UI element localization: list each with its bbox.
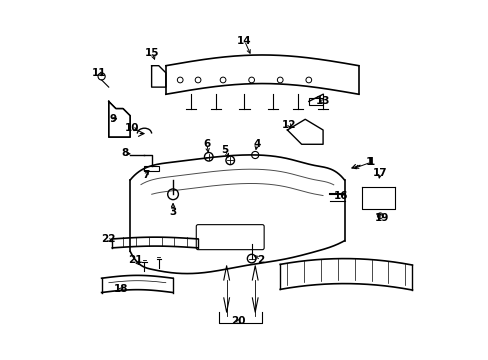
Text: 5: 5 [221,145,228,155]
Text: 17: 17 [372,168,387,178]
Text: 20: 20 [231,316,245,326]
Text: 2: 2 [256,255,264,265]
Text: 8: 8 [121,148,128,158]
FancyBboxPatch shape [196,225,264,249]
Text: 19: 19 [374,212,388,222]
Text: 11: 11 [91,68,106,78]
Text: 10: 10 [124,123,139,133]
Polygon shape [108,102,130,137]
Text: 12: 12 [281,120,296,130]
Text: 22: 22 [101,234,115,244]
Text: 9: 9 [109,114,116,124]
Text: 14: 14 [237,36,251,46]
Text: 21: 21 [128,255,142,265]
Text: 18: 18 [114,284,128,294]
Text: 6: 6 [203,139,210,149]
Text: 16: 16 [333,191,347,201]
Text: 7: 7 [142,170,150,180]
Text: 3: 3 [169,207,176,217]
Bar [144,166,159,171]
Text: 1: 1 [367,157,374,167]
Text: 1: 1 [351,157,373,169]
Bar [308,98,323,105]
Text: 13: 13 [315,96,330,107]
Text: 4: 4 [253,139,260,149]
Text: 15: 15 [145,48,159,58]
